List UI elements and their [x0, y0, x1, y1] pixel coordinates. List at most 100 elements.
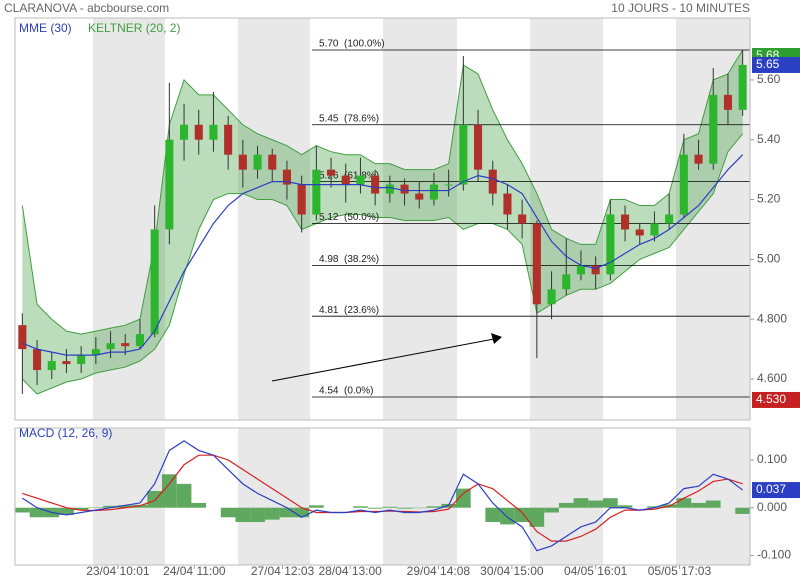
y-tick-label: 4.800: [757, 311, 787, 325]
y-tick-label: 5.60: [757, 72, 781, 86]
macd-hist: [353, 506, 368, 508]
candle-body: [547, 289, 556, 305]
macd-hist: [162, 474, 177, 508]
macd-hist: [147, 491, 162, 508]
macd-hist: [176, 483, 192, 508]
candle-body: [444, 184, 453, 186]
macd-hist: [264, 507, 280, 520]
macd-hist: [573, 498, 589, 508]
macd-hist: [29, 507, 45, 518]
y-tick-label: 5.40: [757, 132, 781, 146]
candle-body: [532, 223, 541, 305]
candle-body: [77, 355, 86, 365]
chart-title: CLARANOVA - abcbourse.com: [4, 1, 169, 15]
candle-body: [400, 184, 409, 194]
candle-body: [18, 325, 27, 350]
y-tick-label: 5.00: [757, 252, 781, 266]
candle-body: [209, 124, 218, 140]
candle-body: [621, 214, 630, 230]
candle-body: [180, 124, 189, 140]
candle-body: [341, 175, 350, 185]
candle-body: [576, 265, 585, 275]
macd-hist: [309, 505, 324, 508]
candle-body: [723, 94, 732, 110]
candle-body: [297, 184, 306, 215]
macd-hist: [117, 505, 133, 508]
candle-body: [121, 343, 130, 347]
candle-body: [150, 229, 159, 335]
candle-body: [503, 193, 512, 215]
mme-line: [22, 154, 744, 356]
macd-hist: [735, 507, 750, 514]
fib-label: 5.70 (100.0%): [319, 39, 385, 50]
candle-body: [33, 349, 42, 371]
macd-hist: [73, 507, 89, 511]
candle-body: [679, 154, 688, 215]
annotation-arrow: [271, 338, 495, 382]
y-tick-label: 0.000: [757, 500, 787, 514]
macd-hist: [235, 507, 251, 523]
keltner-upper: [21, 49, 744, 335]
macd-line: [22, 440, 744, 552]
x-tick-label: 30/04 15:00: [480, 564, 544, 578]
legend-entry: KELTNER (20, 2): [88, 21, 180, 35]
candle-body: [135, 334, 144, 347]
keltner-lower: [21, 133, 744, 395]
candle-body: [518, 214, 527, 224]
macd-hist: [558, 502, 574, 508]
macd-hist: [103, 505, 118, 508]
candle-body: [106, 343, 115, 350]
candle-body: [194, 124, 203, 140]
candle-body: [665, 214, 674, 224]
legend-entry: MACD (12, 26, 9): [19, 426, 112, 440]
x-tick-label: 29/04 14:08: [407, 564, 471, 578]
macd-hist: [220, 507, 236, 518]
fib-label: 4.54 (0.0%): [319, 386, 373, 397]
candle-body: [709, 94, 718, 164]
macd-hist: [544, 507, 559, 513]
price-marker: [752, 482, 800, 499]
chart-subtitle: 10 JOURS - 10 MINUTES: [611, 1, 750, 15]
fib-label: 5.12 (50.0%): [319, 212, 379, 223]
candle-body: [356, 175, 365, 185]
macd-hist: [456, 488, 471, 508]
macd-hist: [647, 506, 662, 508]
candle-body: [62, 361, 71, 365]
price-marker-label: 5.65: [756, 57, 780, 71]
macd-hist: [367, 507, 383, 509]
macd-hist: [705, 500, 721, 508]
x-tick-label: 23/04 10:01: [86, 564, 150, 578]
macd-hist: [250, 507, 265, 523]
fib-label: 4.98 (38.2%): [319, 254, 379, 265]
candle-body: [694, 154, 703, 164]
macd-hist: [603, 498, 618, 508]
macd-hist: [514, 507, 530, 523]
macd-hist: [617, 505, 633, 508]
macd-hist: [676, 498, 692, 508]
candle-body: [282, 169, 291, 185]
macd-hist: [485, 507, 501, 523]
candle-body: [385, 184, 394, 194]
candle-body: [488, 169, 497, 194]
legend-entry: MME (30): [19, 21, 72, 35]
candle-body: [238, 154, 247, 170]
macd-hist: [191, 502, 207, 508]
y-tick-label: 4.600: [757, 371, 787, 385]
plot: 5.70 (100.0%)5.45 (78.6%)5.26 (61.8%)5.1…: [15, 21, 800, 578]
arrow-head: [491, 333, 502, 344]
candle-body: [606, 214, 615, 275]
candle-body: [738, 64, 747, 110]
candle-body: [459, 124, 468, 185]
macd-hist: [279, 507, 295, 518]
candle-body: [429, 184, 438, 200]
macd-hist: [15, 507, 30, 513]
x-tick-label: 04/05 16:01: [564, 564, 628, 578]
price-marker-label: 0.037: [756, 482, 786, 496]
candle-body: [562, 274, 571, 290]
candle-body: [312, 169, 321, 215]
y-tick-label: 0.100: [757, 452, 787, 466]
macd-hist: [397, 507, 412, 509]
session-bands: [93, 18, 750, 565]
fib-label: 5.45 (78.6%): [319, 113, 379, 124]
